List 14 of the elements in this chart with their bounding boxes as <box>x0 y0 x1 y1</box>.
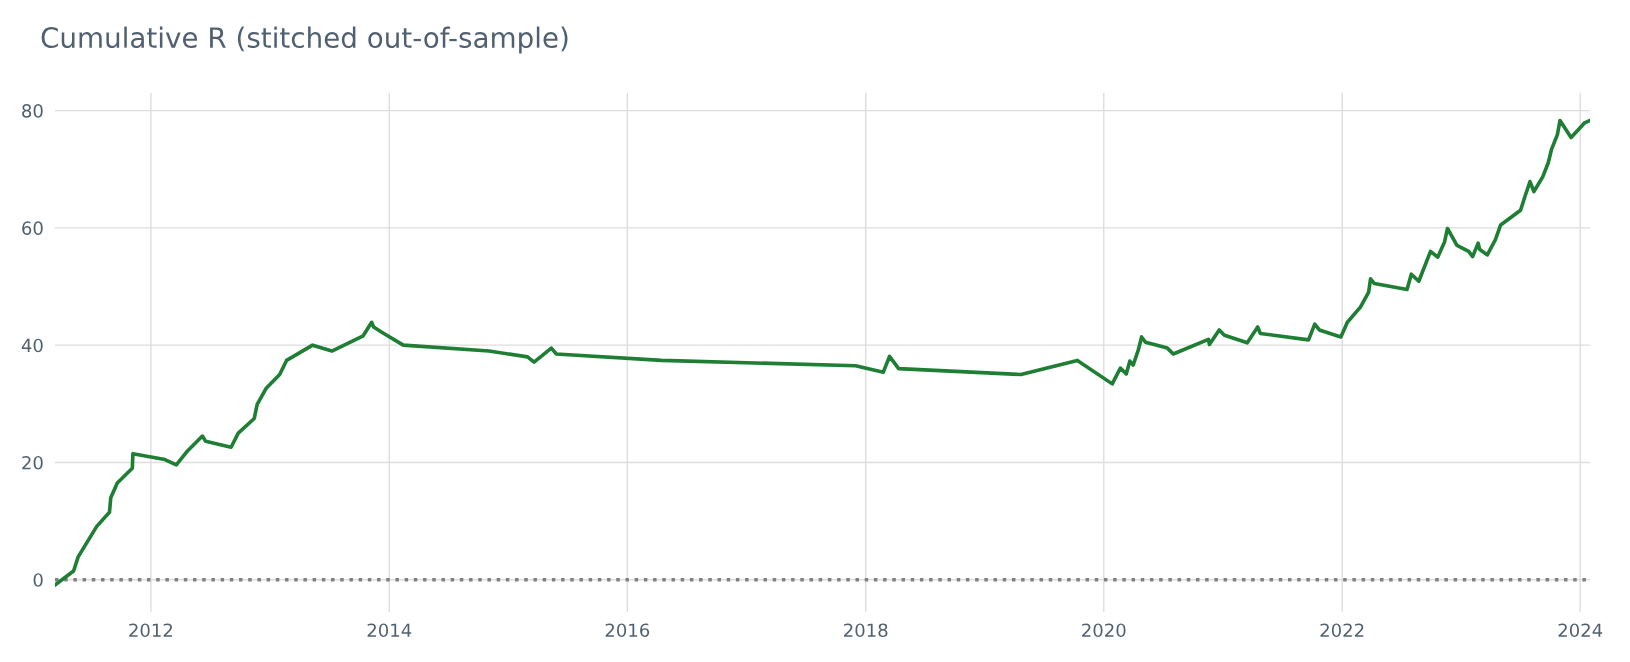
x-tick-label: 2018 <box>844 623 888 638</box>
x-tick-label: 2022 <box>1320 623 1364 638</box>
y-tick-label: 80 <box>22 104 43 118</box>
x-tick-label: 2016 <box>605 623 650 638</box>
y-tick-label: 60 <box>22 221 43 235</box>
x-tick-label: 2024 <box>1558 623 1603 638</box>
y-tick-label: 0 <box>33 573 43 587</box>
y-tick-label: 20 <box>22 455 43 470</box>
x-tick-label: 2012 <box>129 623 173 638</box>
chart-title: Cumulative R (stitched out-of-sample) <box>41 26 568 54</box>
y-tick-label: 40 <box>21 338 43 353</box>
line-series <box>55 118 1590 587</box>
x-tick-label: 2020 <box>1082 623 1126 638</box>
x-tick-label: 2014 <box>367 623 412 638</box>
